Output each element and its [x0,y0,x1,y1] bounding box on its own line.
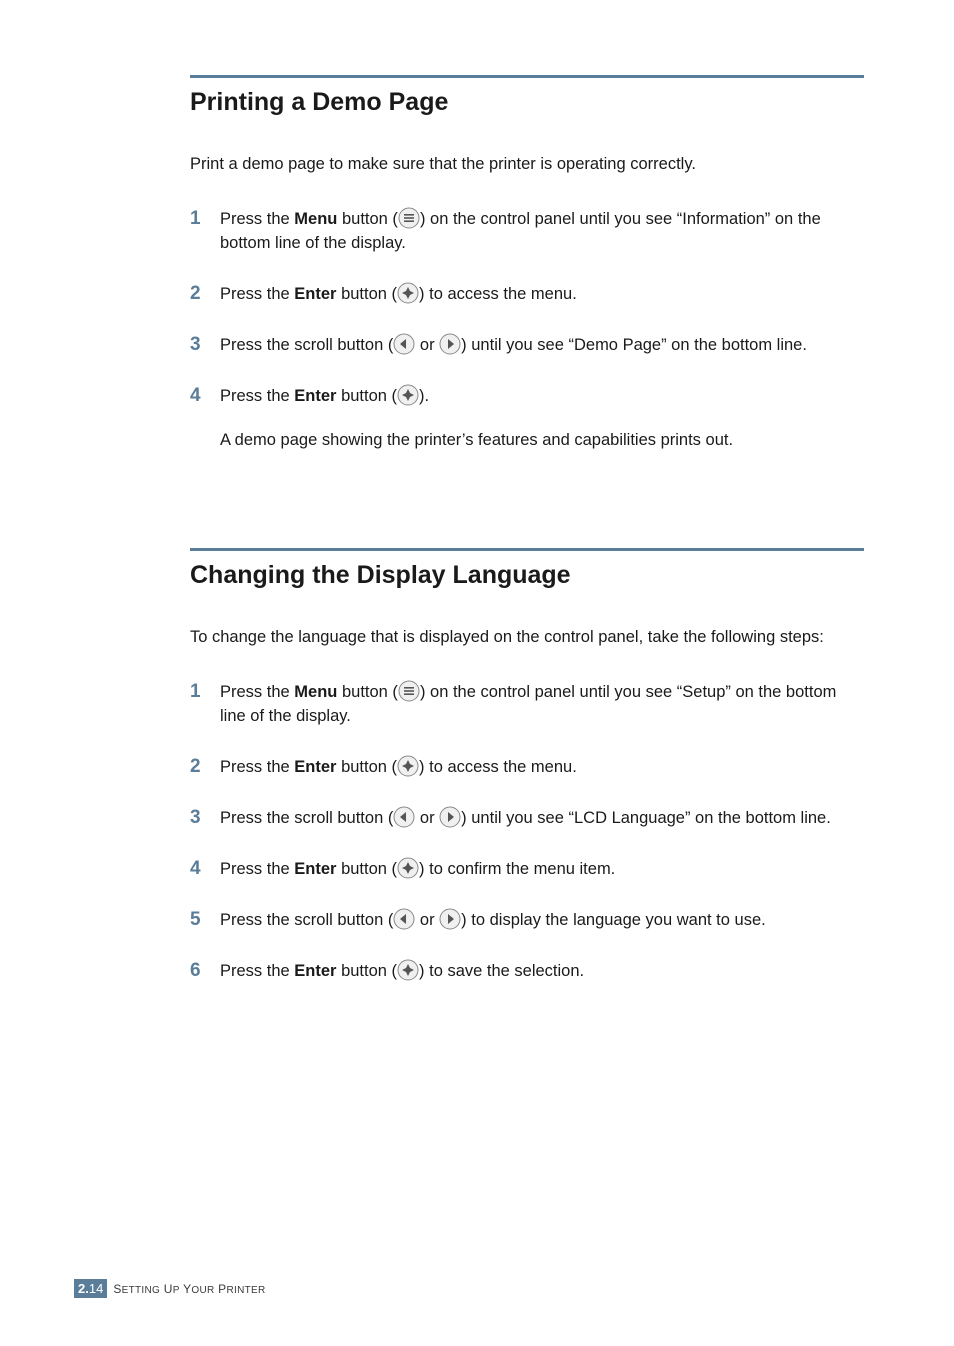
step-body: Press the Enter button ( ) to save the se… [220,959,584,984]
step-body: Press the Menu button () on the control … [220,207,864,256]
step-text: Press the [220,683,294,701]
step-extra: A demo page showing the printer’s featur… [220,429,733,453]
section1-steps: 1 Press the Menu button () on the control… [190,207,864,453]
enter-icon [397,959,419,981]
page-footer: 2.14 SETTING UP YOUR PRINTER [74,1279,266,1298]
step-text: Press the [220,285,294,303]
step-text: button ( [336,387,397,405]
left-arrow-icon [393,806,415,828]
step-text: ) to confirm the menu item. [419,860,615,878]
page-number: 14 [89,1281,103,1296]
step-bold: Enter [294,387,336,405]
step-bold: Enter [294,285,336,303]
scroll-or-text: or [415,911,439,929]
step-text: Press the [220,860,294,878]
right-arrow-icon [439,806,461,828]
step-text: Press the [220,210,294,228]
step: 1 Press the Menu button () on the control… [190,680,864,729]
section1-title: Printing a Demo Page [190,88,864,117]
step-text: button ( [336,962,397,980]
section-rule [190,75,864,78]
step-text: button ( [336,285,397,303]
menu-icon [398,207,420,229]
left-arrow-icon [393,908,415,930]
step-text: ) until you see “LCD Language” on the bo… [461,809,831,827]
step-number: 6 [190,959,206,984]
scroll-or-text: or [415,336,439,354]
step-text: ). [419,387,429,405]
step-bold: Enter [294,860,336,878]
step: 5 Press the scroll button ( or ) to displ… [190,908,864,933]
enter-icon [397,755,419,777]
step-body: Press the scroll button ( or ) until you… [220,333,807,358]
step-number: 4 [190,857,206,882]
step-text: Press the scroll button ( [220,911,393,929]
step-body: Press the Enter button ( ) to confirm the… [220,857,615,882]
step: 2 Press the Enter button ( ) to access the… [190,282,864,307]
step-number: 1 [190,207,206,256]
step-text: Press the scroll button ( [220,809,393,827]
step: 1 Press the Menu button () on the control… [190,207,864,256]
left-arrow-icon [393,333,415,355]
section2-steps: 1 Press the Menu button () on the control… [190,680,864,983]
step-text: Press the scroll button ( [220,336,393,354]
step-text: ) until you see “Demo Page” on the botto… [461,336,807,354]
step-number: 3 [190,806,206,831]
step-text: Press the [220,387,294,405]
page-content: Printing a Demo Page Print a demo page t… [0,0,954,1050]
step-number: 2 [190,755,206,780]
enter-icon [397,857,419,879]
step-body: Press the scroll button ( or ) to displa… [220,908,766,933]
right-arrow-icon [439,333,461,355]
step-number: 3 [190,333,206,358]
step-bold: Enter [294,962,336,980]
step-body: Press the scroll button ( or ) until you… [220,806,831,831]
scroll-or-text: or [415,809,439,827]
step-text: Press the [220,758,294,776]
step: 4 Press the Enter button (). A demo page s… [190,384,864,453]
step-number: 4 [190,384,206,453]
step-bold: Enter [294,758,336,776]
step-body: Press the Enter button (). A demo page sh… [220,384,733,453]
step-text: button ( [337,683,398,701]
step-text: Press the [220,962,294,980]
step: 4 Press the Enter button ( ) to confirm th… [190,857,864,882]
step-text: ) to save the selection. [419,962,584,980]
section-rule [190,548,864,551]
step: 3 Press the scroll button ( or ) until yo… [190,333,864,358]
section1-intro: Print a demo page to make sure that the … [190,153,864,177]
step: 3 Press the scroll button ( or ) until yo… [190,806,864,831]
section2-intro: To change the language that is displayed… [190,626,864,650]
step-number: 2 [190,282,206,307]
step: 2 Press the Enter button ( ) to access the… [190,755,864,780]
step-number: 5 [190,908,206,933]
step: 6 Press the Enter button ( ) to save the s… [190,959,864,984]
section2-title: Changing the Display Language [190,561,864,590]
page-number-badge: 2.14 [74,1279,107,1298]
step-text: ) to display the language you want to us… [461,911,766,929]
enter-icon [397,282,419,304]
step-text: button ( [336,860,397,878]
step-text: button ( [337,210,398,228]
step-body: Press the Enter button ( ) to access the … [220,755,577,780]
step-body: Press the Menu button () on the control … [220,680,864,729]
step-text: button ( [336,758,397,776]
enter-icon [397,384,419,406]
step-bold: Menu [294,210,337,228]
chapter-number: 2. [78,1281,89,1296]
step-number: 1 [190,680,206,729]
menu-icon [398,680,420,702]
step-bold: Menu [294,683,337,701]
right-arrow-icon [439,908,461,930]
step-text: ) to access the menu. [419,758,577,776]
step-body: Press the Enter button ( ) to access the … [220,282,577,307]
step-text: ) to access the menu. [419,285,577,303]
footer-label: SETTING UP YOUR PRINTER [113,1282,265,1296]
